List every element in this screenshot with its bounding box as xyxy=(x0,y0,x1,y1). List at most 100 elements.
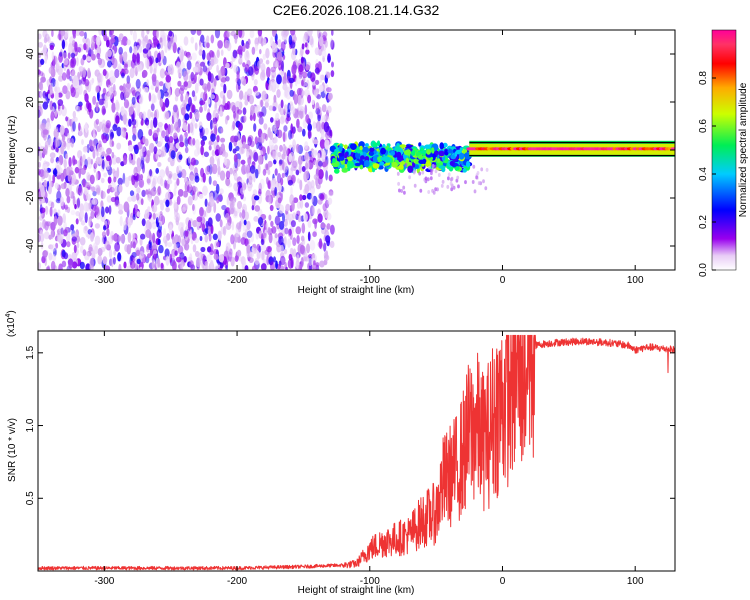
heatmap-cell xyxy=(176,61,181,70)
heatmap-cell xyxy=(74,203,77,210)
heatmap-cell xyxy=(314,67,320,74)
heatmap-cell xyxy=(66,195,71,204)
heatmap-cell xyxy=(80,167,86,175)
heatmap-cell xyxy=(100,177,105,184)
heatmap-cell xyxy=(76,242,80,249)
heatmap-cell xyxy=(434,169,438,174)
heatmap-cell xyxy=(51,51,55,60)
heatmap-cell xyxy=(111,140,115,147)
heatmap-cell xyxy=(225,264,228,270)
heatmap-cell xyxy=(109,70,115,81)
heatmap-cell xyxy=(52,168,58,176)
heatmap-cell xyxy=(42,101,49,110)
heatmap-cell xyxy=(185,94,189,101)
heatmap-cell xyxy=(431,164,435,168)
heatmap-cell xyxy=(186,60,192,70)
heatmap-cell xyxy=(396,151,402,159)
heatmap-cell xyxy=(292,160,298,168)
heatmap-cell xyxy=(162,235,168,244)
heatmap-cell xyxy=(200,167,205,178)
heatmap-cell xyxy=(469,141,675,144)
heatmap-cell xyxy=(325,212,332,221)
heatmap-cell xyxy=(102,108,107,115)
heatmap-cell xyxy=(426,177,430,182)
heatmap-cell xyxy=(261,69,266,78)
heatmap-cell xyxy=(94,205,99,216)
heatmap-cell xyxy=(168,173,172,179)
heatmap-cell xyxy=(79,236,86,246)
heatmap-cell xyxy=(146,178,151,184)
heatmap-cell xyxy=(274,233,278,239)
heatmap-cell xyxy=(198,193,204,199)
heatmap-cell xyxy=(174,95,179,102)
heatmap-cell xyxy=(260,99,264,108)
heatmap-cell xyxy=(222,225,227,236)
heatmap-cell xyxy=(244,99,249,106)
heatmap-cell xyxy=(44,250,49,256)
heatmap-cell xyxy=(44,33,50,42)
heatmap-cell xyxy=(149,65,153,74)
heatmap-cell xyxy=(125,87,131,96)
heatmap-cell xyxy=(354,162,361,167)
heatmap-cell xyxy=(45,122,52,131)
heatmap-cell xyxy=(101,206,105,218)
heatmap-cell xyxy=(194,237,200,244)
heatmap-cell xyxy=(192,138,196,146)
heatmap-cell xyxy=(71,251,78,260)
heatmap-cell xyxy=(196,216,203,223)
heatmap-cell xyxy=(119,53,123,64)
heatmap-cell xyxy=(281,60,284,72)
heatmap-cell xyxy=(305,49,310,55)
heatmap-cell xyxy=(438,165,446,169)
heatmap-cell xyxy=(178,222,184,233)
heatmap-cell xyxy=(427,190,431,194)
heatmap-cell xyxy=(40,84,44,91)
heatmap-cell xyxy=(308,257,313,267)
heatmap-cell xyxy=(270,66,277,73)
heatmap-cell xyxy=(331,61,334,68)
y-tick-label: -40 xyxy=(25,238,36,253)
heatmap-cell xyxy=(380,156,388,161)
heatmap-cell xyxy=(47,138,53,148)
heatmap-cell xyxy=(84,122,88,133)
heatmap-cell xyxy=(343,144,348,150)
spectrogram-y-ticks: -40 -20 0 20 40 xyxy=(25,48,675,253)
heatmap-cell xyxy=(149,248,153,256)
heatmap-cell xyxy=(202,65,208,73)
heatmap-cell xyxy=(211,121,218,129)
heatmap-cell xyxy=(257,111,263,118)
heatmap-cell xyxy=(90,232,94,242)
heatmap-cell xyxy=(210,119,213,130)
heatmap-cell xyxy=(238,30,243,38)
heatmap-cell xyxy=(318,36,324,47)
heatmap-cell xyxy=(118,209,124,215)
heatmap-cell xyxy=(279,265,285,270)
heatmap-cell xyxy=(172,236,175,245)
heatmap-cell xyxy=(95,118,100,125)
heatmap-cell xyxy=(281,159,285,171)
heatmap-cell xyxy=(306,79,310,90)
heatmap-cell xyxy=(211,149,216,157)
heatmap-cell xyxy=(60,172,65,182)
heatmap-cell xyxy=(40,122,46,131)
heatmap-cell xyxy=(164,248,170,258)
snr-y-scale: (x104) xyxy=(5,310,17,337)
heatmap-cell xyxy=(114,242,120,252)
heatmap-cell xyxy=(120,91,125,101)
heatmap-cell xyxy=(237,122,243,132)
heatmap-cell xyxy=(139,174,144,180)
heatmap-cell xyxy=(304,151,310,163)
heatmap-cell xyxy=(101,159,105,170)
heatmap-cell xyxy=(407,165,414,173)
heatmap-cell xyxy=(329,135,333,145)
heatmap-cell xyxy=(297,94,302,106)
heatmap-cell xyxy=(138,178,145,188)
heatmap-cell xyxy=(148,129,153,136)
heatmap-cell xyxy=(310,193,314,203)
heatmap-cell xyxy=(204,234,209,243)
heatmap-cell xyxy=(398,164,404,170)
heatmap-cell xyxy=(157,238,161,245)
heatmap-cell xyxy=(146,174,152,186)
heatmap-cell xyxy=(98,30,102,36)
heatmap-cell xyxy=(132,127,137,134)
